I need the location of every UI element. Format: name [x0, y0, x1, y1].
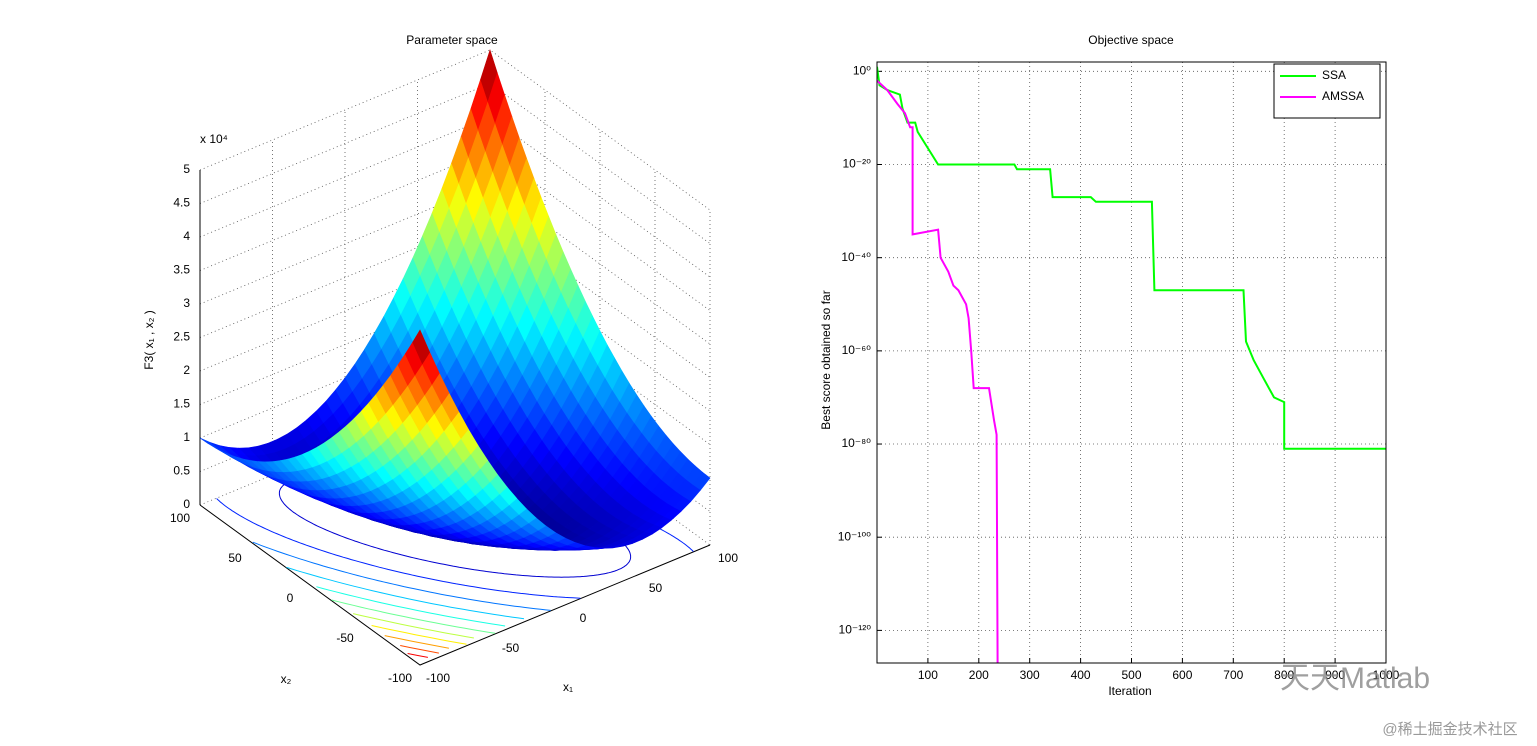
x-axis-label: x₁ — [563, 680, 573, 694]
grid-line — [199, 116, 711, 278]
watermark-logo: 天天Matlab — [1280, 662, 1430, 695]
z-tick-label: 2.5 — [173, 330, 190, 344]
watermark-site: @稀土掘金技术社区 — [1382, 721, 1517, 738]
z-tick-label: 3.5 — [173, 263, 190, 277]
z-tick-label: 3 — [183, 296, 190, 310]
axes-box — [876, 61, 1387, 664]
x-tick-label: 300 — [1020, 668, 1040, 682]
contour-line — [331, 599, 496, 634]
y-tick-label: 10⁻²⁰ — [843, 157, 872, 171]
x-tick-label: 800 — [1274, 668, 1294, 682]
z-multiplier: x 10⁴ — [200, 132, 228, 146]
contour-line — [286, 566, 525, 620]
z-tick-label: 5 — [183, 162, 190, 176]
grid-line — [199, 150, 711, 311]
x-tick-label: 700 — [1223, 668, 1243, 682]
line-plot: 100 200 300 400 500 600 700 800 900 1000 10⁰ 10⁻²⁰ 1… — [838, 61, 1400, 682]
y-tick-label: 10⁻⁸⁰ — [841, 436, 871, 450]
grid-line — [199, 49, 711, 211]
chart-title: Parameter space — [406, 33, 498, 47]
x-tick-label: 900 — [1325, 668, 1345, 682]
contour-line — [216, 498, 581, 599]
series-line — [877, 79, 999, 663]
legend-label: AMSSA — [1322, 89, 1364, 103]
grid-line — [199, 217, 711, 378]
y-tick-label: 10⁻⁶⁰ — [842, 343, 872, 357]
legend-box — [1273, 63, 1381, 119]
axis-edge — [199, 504, 711, 666]
contour-line — [316, 586, 506, 627]
y-tick-label: 0 — [287, 591, 294, 605]
y-tick-label: 100 — [170, 511, 190, 525]
x-tick-label: 500 — [1121, 668, 1141, 682]
z-axis-label: F3( x₁ , x₂ ) — [142, 310, 156, 369]
z-tick-label: 2 — [183, 363, 190, 377]
z-tick-label: 4.5 — [173, 196, 190, 210]
z-tick-label: 1 — [183, 430, 190, 444]
y-axis-label: x₂ — [281, 672, 292, 686]
x-tick-label: -100 — [426, 671, 450, 685]
surface-plot: 0 0.5 1 1.5 2 2.5 3 3.5 4 4.5 5 -100 -50 0 50 100 -100 -5… — [170, 49, 738, 685]
surface-patch — [412, 329, 431, 365]
y-tick-label: -100 — [388, 671, 412, 685]
y-axis-label: Best score obtained so far — [819, 290, 833, 429]
chart-title: Objective space — [1088, 33, 1174, 47]
x-tick-label: 50 — [649, 581, 663, 595]
grid-line — [199, 317, 711, 479]
x-tick-label: 100 — [918, 668, 938, 682]
contour-line — [407, 653, 428, 658]
contour-line — [400, 645, 439, 654]
grid-line — [199, 83, 711, 244]
contour-line — [252, 541, 551, 611]
x-axis-label: Iteration — [1108, 684, 1151, 698]
z-tick-label: 4 — [183, 229, 190, 243]
contour-line — [384, 635, 449, 649]
x-tick-label: 600 — [1172, 668, 1192, 682]
series-group — [877, 66, 1386, 663]
y-tick-label: 10⁻⁴⁰ — [841, 250, 871, 264]
x-tick-label: 200 — [969, 668, 989, 682]
x-tick-label: 0 — [580, 611, 587, 625]
y-tick-label: 10⁻¹²⁰ — [839, 623, 872, 637]
z-tick-label: 0 — [183, 497, 190, 511]
contour-line — [682, 542, 694, 552]
y-tick-label: 10⁰ — [853, 63, 871, 77]
x-tick-label: 100 — [718, 551, 738, 565]
x-tick-label: -50 — [502, 641, 520, 655]
y-tick-label: 50 — [228, 551, 242, 565]
contour-line — [352, 613, 474, 639]
contour-line — [371, 625, 467, 645]
y-tick-label: 10⁻¹⁰⁰ — [838, 529, 871, 543]
x-tick-label: 1000 — [1373, 668, 1400, 682]
legend-label: SSA — [1322, 68, 1346, 82]
x-tick-label: 400 — [1071, 668, 1091, 682]
grid-line — [199, 250, 711, 412]
y-tick-label: -50 — [336, 631, 354, 645]
z-tick-label: 1.5 — [173, 397, 190, 411]
grid-line — [199, 183, 711, 345]
grid-line — [199, 284, 711, 445]
z-tick-label: 0.5 — [173, 464, 190, 478]
